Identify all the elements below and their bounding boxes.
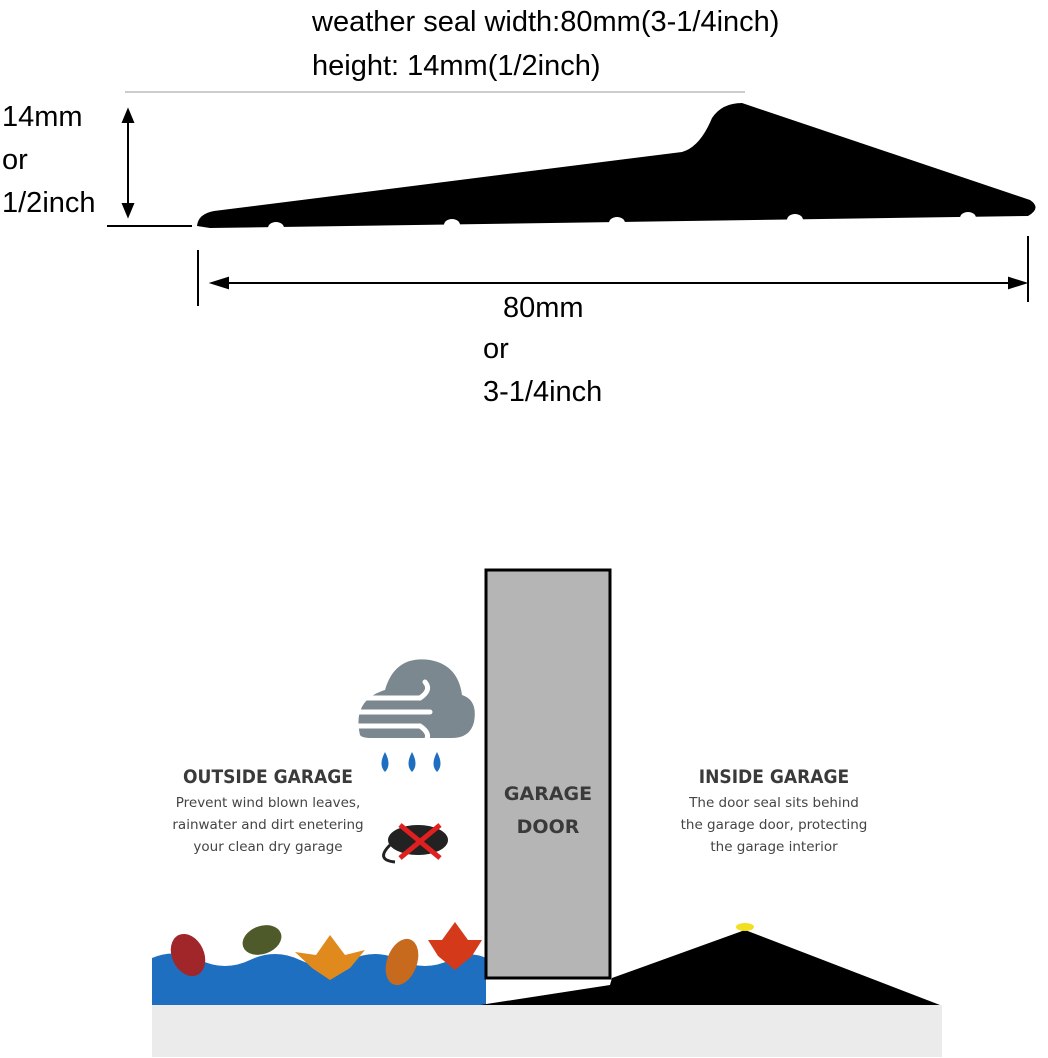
door-seal bbox=[480, 930, 940, 1005]
inside-text: the garage door, protecting bbox=[681, 817, 868, 833]
seal-highlight bbox=[736, 923, 754, 931]
width-label: or bbox=[483, 333, 509, 365]
weather-icon bbox=[347, 659, 475, 772]
door-label: GARAGE bbox=[504, 783, 592, 805]
garage-door bbox=[484, 568, 612, 980]
inside-text: the garage interior bbox=[710, 839, 838, 855]
outside-heading: OUTSIDE GARAGE bbox=[183, 766, 353, 788]
floor bbox=[152, 1005, 942, 1057]
seal-grooves bbox=[268, 212, 976, 234]
height-label: 14mm bbox=[2, 101, 83, 133]
height-label: 1/2inch bbox=[2, 187, 96, 219]
title-line: weather seal width:80mm(3-1/4inch) bbox=[311, 6, 779, 38]
width-label: 3-1/4inch bbox=[483, 376, 602, 408]
width-label: 80mm bbox=[503, 292, 584, 324]
door-label: DOOR bbox=[517, 816, 580, 838]
width-arrow bbox=[197, 236, 1029, 306]
title-line: height: 14mm(1/2inch) bbox=[312, 50, 601, 82]
seal-profile bbox=[197, 103, 1036, 228]
inside-text: The door seal sits behind bbox=[688, 795, 859, 811]
height-arrow bbox=[121, 107, 135, 219]
rodent-icon bbox=[382, 823, 448, 864]
leaves bbox=[170, 922, 482, 986]
inside-heading: INSIDE GARAGE bbox=[699, 766, 850, 788]
outside-text: your clean dry garage bbox=[193, 839, 342, 855]
height-label: or bbox=[2, 144, 28, 176]
outside-text: rainwater and dirt enetering bbox=[172, 817, 363, 833]
outside-text: Prevent wind blown leaves, bbox=[176, 795, 361, 811]
